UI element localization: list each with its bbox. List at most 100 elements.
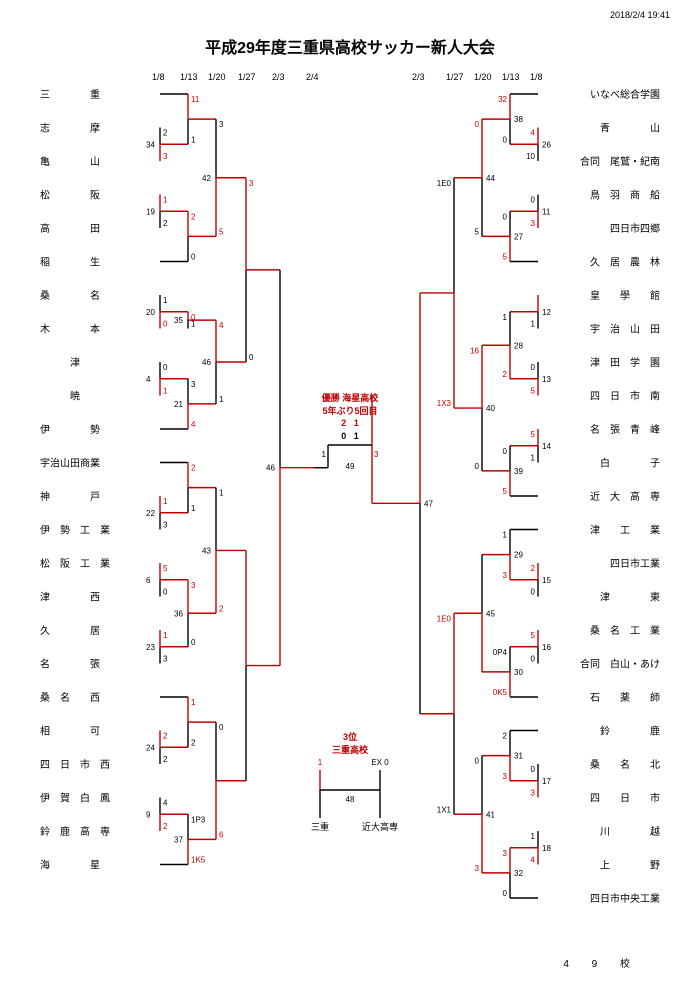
svg-text:2: 2 (163, 755, 168, 764)
svg-text:石 薬 師: 石 薬 師 (590, 691, 660, 704)
svg-text:3: 3 (163, 655, 168, 664)
svg-text:38: 38 (514, 115, 523, 124)
svg-text:21: 21 (174, 400, 183, 409)
svg-text:津 工 業: 津 工 業 (590, 524, 660, 537)
third-place-school: 三重高校 (320, 743, 380, 756)
svg-text:1: 1 (322, 450, 327, 459)
svg-text:伊 勢 工 業: 伊 勢 工 業 (40, 524, 110, 537)
svg-text:1: 1 (531, 320, 536, 329)
svg-text:47: 47 (424, 499, 433, 508)
svg-text:1: 1 (163, 196, 168, 205)
svg-text:久 居: 久 居 (40, 625, 100, 637)
svg-text:1: 1 (219, 489, 224, 498)
svg-text:0: 0 (475, 757, 480, 766)
svg-text:四日市工業: 四日市工業 (610, 557, 660, 570)
svg-text:2: 2 (163, 822, 168, 831)
svg-text:0: 0 (191, 253, 196, 262)
svg-text:37: 37 (174, 835, 183, 844)
svg-text:30: 30 (514, 668, 523, 677)
svg-text:合同 白山・あけ: 合同 白山・あけ (580, 658, 660, 671)
svg-text:0: 0 (503, 135, 508, 144)
svg-text:2: 2 (191, 212, 196, 221)
winner-scores: 2 1 (305, 417, 395, 430)
svg-text:32: 32 (498, 95, 507, 104)
svg-text:18: 18 (542, 844, 551, 853)
svg-text:稲 生: 稲 生 (40, 256, 100, 269)
svg-text:0: 0 (503, 447, 508, 456)
svg-text:1: 1 (503, 313, 508, 322)
svg-text:3: 3 (163, 152, 168, 161)
svg-text:相 可: 相 可 (40, 725, 100, 738)
svg-text:0: 0 (191, 638, 196, 647)
svg-text:津 田 学 園: 津 田 学 園 (590, 356, 660, 369)
svg-text:伊 賀 白 鳳: 伊 賀 白 鳳 (40, 792, 110, 805)
svg-text:4: 4 (219, 321, 224, 330)
svg-text:いなべ総合学園: いなべ総合学園 (590, 88, 660, 101)
svg-text:0: 0 (163, 588, 168, 597)
svg-text:2: 2 (163, 732, 168, 741)
svg-text:22: 22 (146, 509, 155, 518)
svg-text:鈴 鹿 高 専: 鈴 鹿 高 専 (40, 825, 110, 838)
svg-text:4: 4 (146, 375, 151, 384)
svg-text:志 摩: 志 摩 (40, 122, 100, 135)
svg-text:白 子: 白 子 (600, 457, 660, 470)
svg-text:宇治山田商業: 宇治山田商業 (40, 457, 100, 470)
svg-text:0: 0 (531, 363, 536, 372)
svg-text:24: 24 (146, 743, 155, 752)
svg-text:42: 42 (202, 174, 211, 183)
svg-text:2: 2 (503, 732, 508, 741)
svg-text:伊 勢: 伊 勢 (40, 423, 100, 436)
svg-text:1: 1 (191, 320, 196, 329)
svg-text:桑 名 西: 桑 名 西 (40, 691, 100, 704)
bracket-svg: 三 重志 摩亀 山松 阪高 田稲 生桑 名木 本 津 暁伊 勢宇治山田商業神 戸… (0, 0, 700, 990)
svg-text:5: 5 (531, 430, 536, 439)
svg-text:桑 名 工 業: 桑 名 工 業 (590, 624, 660, 637)
svg-text:1: 1 (163, 387, 168, 396)
svg-text:2: 2 (219, 604, 224, 613)
svg-text:3: 3 (531, 219, 536, 228)
page-root: 2018/2/4 19:41 平成29年度三重県高校サッカー新人大会 1/81/… (0, 0, 700, 990)
svg-text:近大高専: 近大高専 (362, 821, 398, 832)
svg-text:0: 0 (163, 320, 168, 329)
svg-text:1: 1 (163, 497, 168, 506)
svg-text:41: 41 (486, 810, 495, 819)
svg-text:0: 0 (249, 353, 254, 362)
svg-text:1E0: 1E0 (437, 614, 452, 623)
svg-text:四 日 市: 四 日 市 (590, 792, 660, 805)
svg-text:11: 11 (191, 95, 200, 104)
svg-text:5: 5 (475, 227, 480, 236)
svg-text:0: 0 (475, 462, 480, 471)
svg-text:1: 1 (318, 758, 323, 767)
svg-text:四 日 市 南: 四 日 市 南 (590, 390, 660, 403)
svg-text:3: 3 (191, 380, 196, 389)
svg-text:34: 34 (146, 140, 155, 149)
svg-text:20: 20 (146, 308, 155, 317)
svg-text:28: 28 (514, 341, 523, 350)
third-place-label: 3位 (320, 730, 380, 743)
svg-text:29: 29 (514, 551, 523, 560)
svg-text:桑 名 北: 桑 名 北 (590, 758, 660, 771)
svg-text:0: 0 (475, 120, 480, 129)
svg-text:13: 13 (542, 375, 551, 384)
svg-text:久 居 農 林: 久 居 農 林 (590, 256, 660, 269)
svg-text:四日市中央工業: 四日市中央工業 (590, 892, 660, 905)
svg-text:6: 6 (219, 830, 224, 839)
svg-text:3: 3 (531, 789, 536, 798)
svg-text:12: 12 (542, 308, 551, 317)
svg-text:15: 15 (542, 576, 551, 585)
svg-text:1: 1 (531, 454, 536, 463)
svg-text:16: 16 (470, 346, 479, 355)
svg-text:青 山: 青 山 (600, 122, 660, 135)
svg-text:5: 5 (531, 387, 536, 396)
svg-text:1E0: 1E0 (437, 179, 452, 188)
svg-text:0: 0 (503, 889, 508, 898)
svg-text:宇 治 山 田: 宇 治 山 田 (590, 323, 660, 336)
svg-text:1: 1 (503, 531, 508, 540)
svg-text:1X3: 1X3 (437, 399, 452, 408)
svg-text:4: 4 (531, 856, 536, 865)
svg-text:津 東: 津 東 (600, 591, 660, 604)
svg-text:海 星: 海 星 (40, 859, 100, 872)
svg-text:3: 3 (374, 450, 379, 459)
svg-text:0: 0 (163, 363, 168, 372)
svg-text:0: 0 (503, 212, 508, 221)
